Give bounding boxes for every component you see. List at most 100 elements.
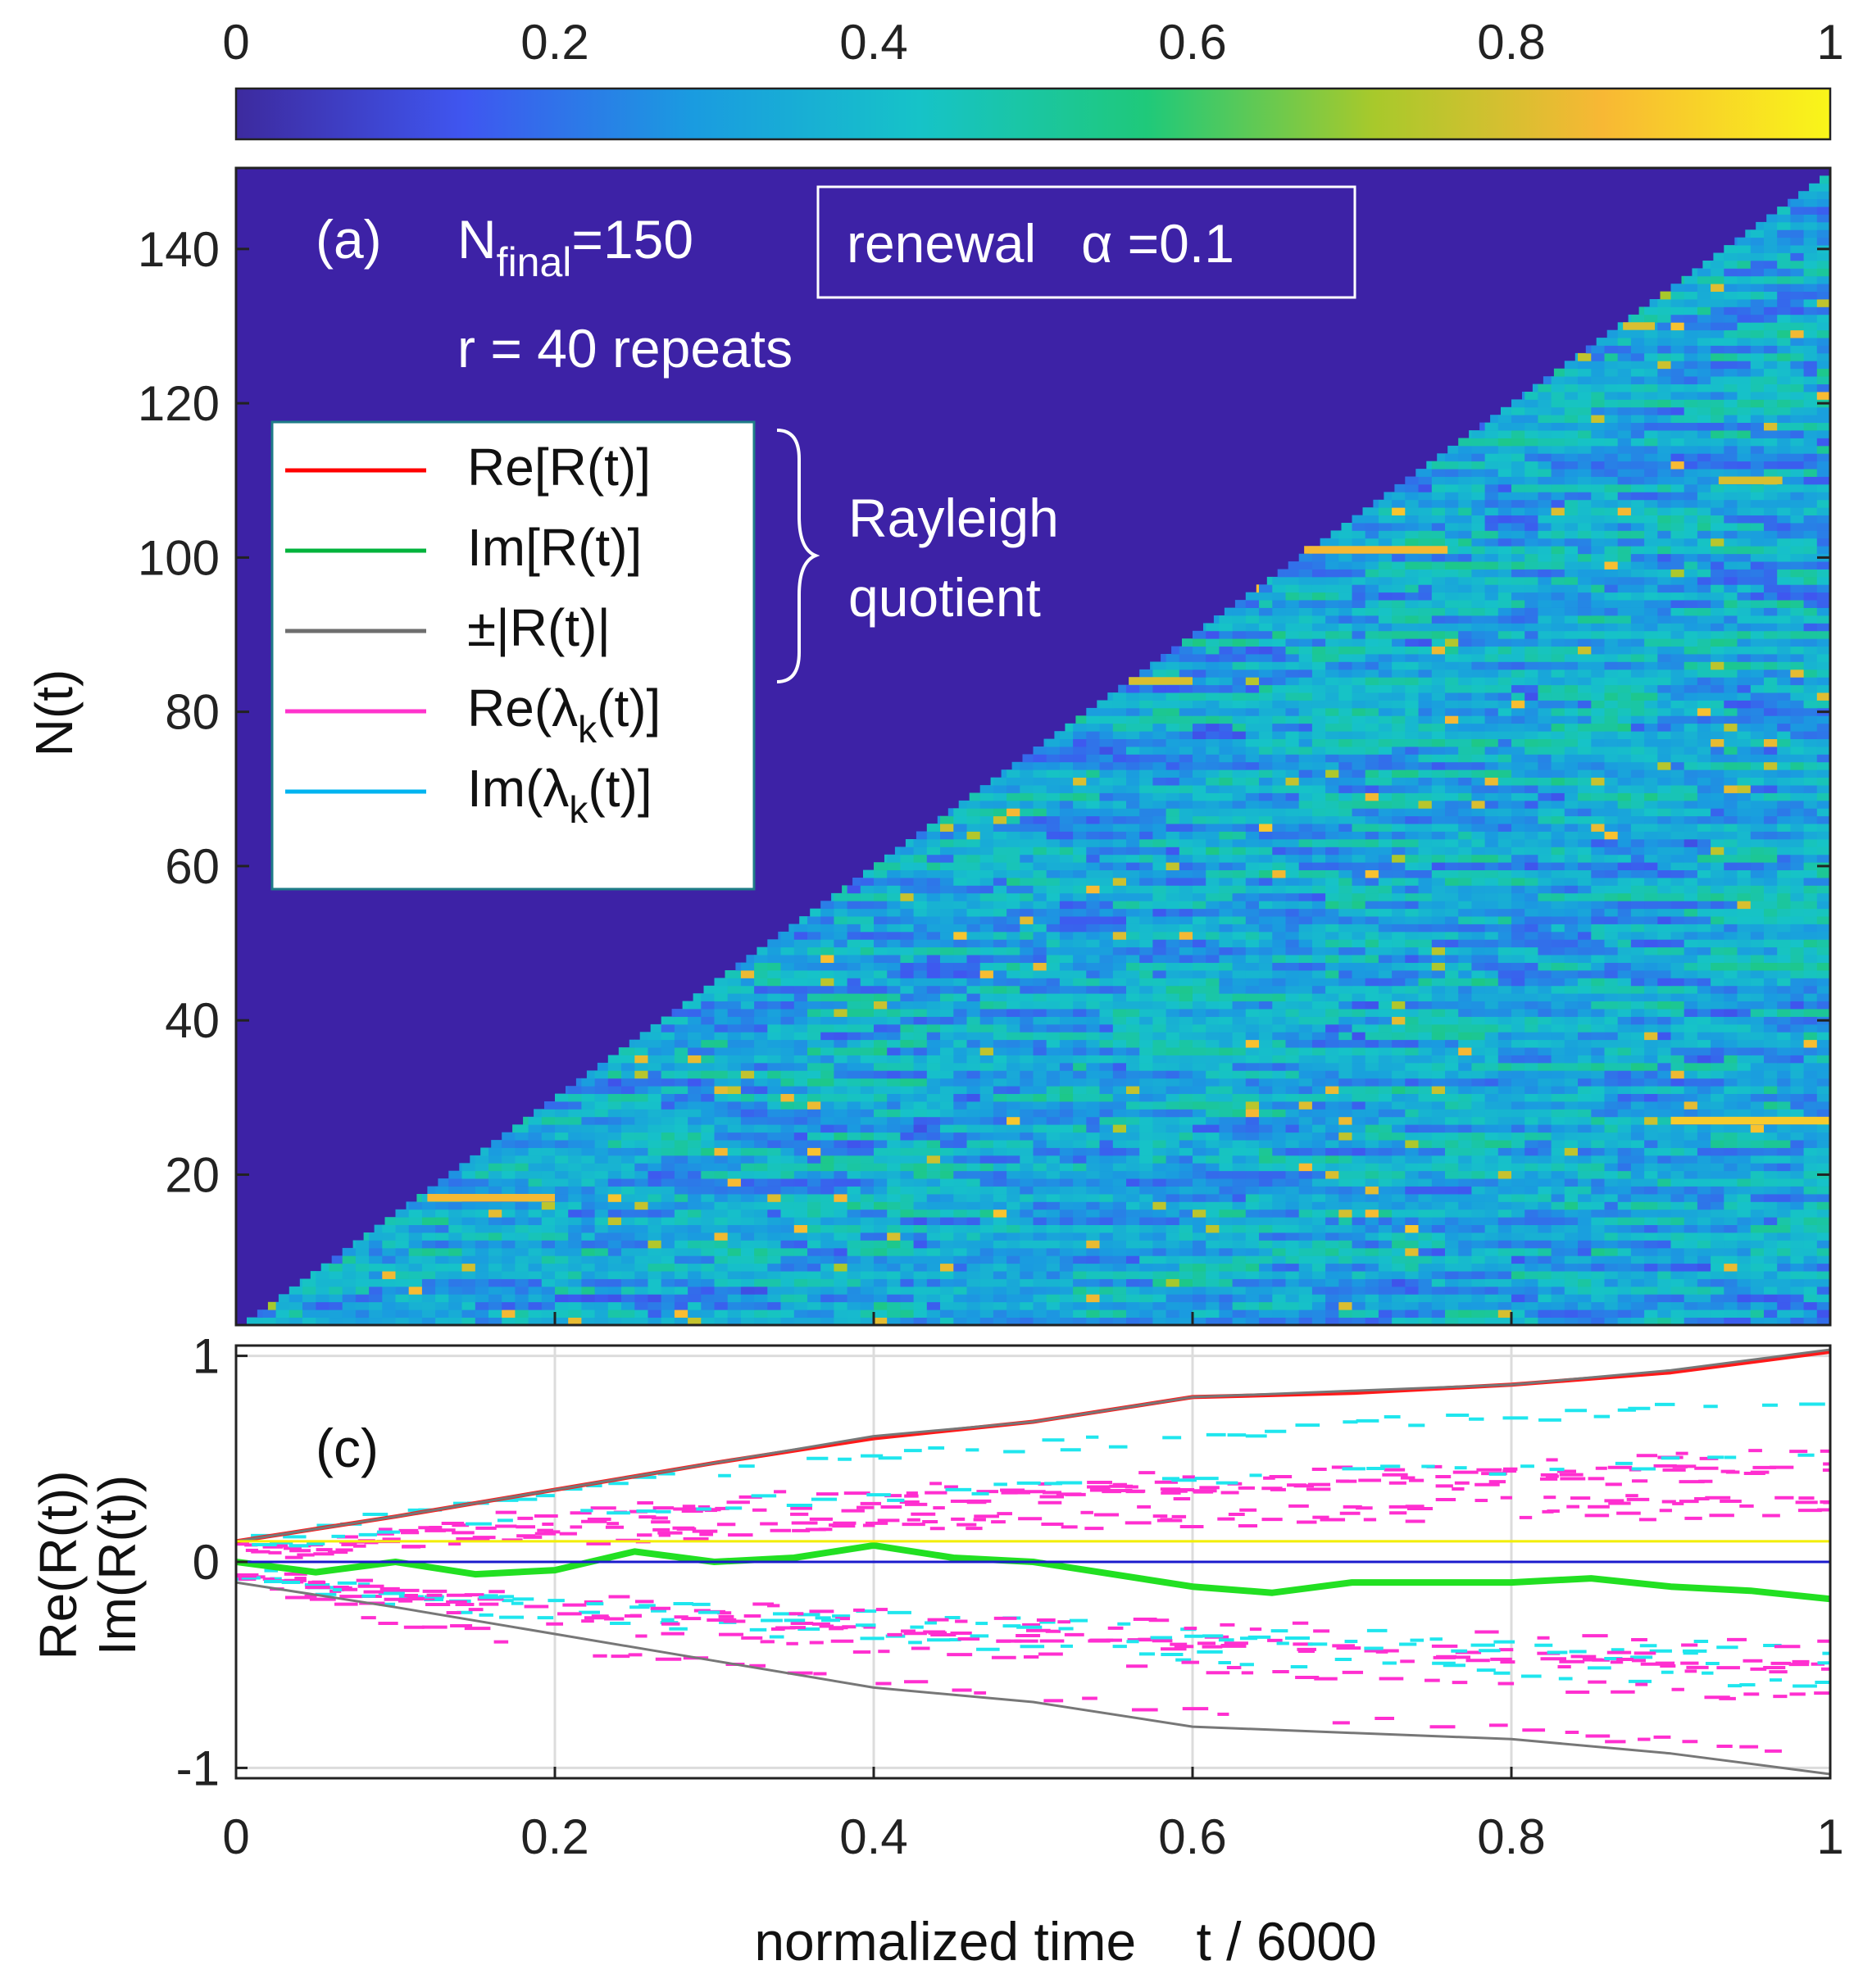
heatmap-cell xyxy=(1285,1124,1300,1133)
heatmap-cell xyxy=(1298,970,1313,978)
heatmap-cell xyxy=(1538,962,1552,971)
heatmap-cell xyxy=(1578,1093,1592,1102)
heatmap-cell xyxy=(1325,939,1339,948)
heatmap-cell xyxy=(1059,1070,1074,1079)
heatmap-cell xyxy=(1551,955,1565,964)
heatmap-cell xyxy=(1033,1209,1047,1218)
heatmap-cell xyxy=(1458,1247,1472,1256)
heatmap-cell xyxy=(461,1224,476,1233)
heatmap-cell xyxy=(1790,1170,1805,1179)
heatmap-cell xyxy=(900,1278,915,1287)
heatmap-cell xyxy=(1378,1116,1393,1125)
heatmap-cell xyxy=(299,1278,303,1287)
heatmap-cell xyxy=(634,1217,649,1226)
heatmap-cell xyxy=(1604,1186,1619,1195)
heatmap-cell xyxy=(1657,970,1672,978)
heatmap-cell xyxy=(329,1271,343,1279)
heatmap-cell xyxy=(860,1086,875,1095)
heatmap-cell xyxy=(1431,985,1446,994)
heatmap-cell xyxy=(767,1116,782,1125)
heatmap-cell xyxy=(1497,1271,1512,1279)
heatmap-cell xyxy=(1139,1032,1153,1041)
heatmap-cell xyxy=(568,1247,582,1256)
heatmap-cell xyxy=(714,1093,729,1102)
heatmap-cell xyxy=(1458,1062,1472,1071)
heatmap-cell xyxy=(940,1140,954,1148)
heatmap-cell xyxy=(780,978,795,987)
heatmap-cell xyxy=(1033,978,1047,987)
heatmap-cell xyxy=(688,1062,702,1071)
heatmap-cell xyxy=(727,1286,742,1295)
heatmap-cell xyxy=(1219,1155,1234,1164)
heatmap-cell xyxy=(528,1317,543,1325)
heatmap-cell xyxy=(1311,1271,1326,1279)
heatmap-cell xyxy=(913,1317,928,1325)
heatmap-cell xyxy=(834,1155,848,1164)
heatmap-cell xyxy=(900,1209,915,1218)
heatmap-cell xyxy=(1484,1209,1499,1218)
heatmap-cell xyxy=(1152,1070,1167,1079)
heatmap-cell xyxy=(621,1278,635,1287)
heatmap-cell xyxy=(953,1255,968,1264)
heatmap-cell xyxy=(900,946,915,955)
heatmap-cell xyxy=(966,1301,981,1310)
heatmap-cell xyxy=(847,1209,861,1218)
heatmap-cell xyxy=(515,1209,529,1218)
heatmap-cell xyxy=(887,946,901,955)
heatmap-cell xyxy=(1445,1271,1459,1279)
heatmap-cell xyxy=(1790,1201,1805,1210)
heatmap-cell xyxy=(1338,1317,1353,1325)
heatmap-cell xyxy=(1777,1263,1791,1272)
heatmap-cell xyxy=(461,1286,476,1295)
heatmap-cell xyxy=(1418,939,1433,948)
heatmap-cell xyxy=(767,1224,782,1233)
heatmap-cell xyxy=(329,1294,343,1303)
heatmap-cell xyxy=(701,1016,716,1025)
heatmap-cell xyxy=(1378,1194,1393,1202)
heatmap-cell xyxy=(581,1301,596,1310)
heatmap-cell xyxy=(1604,1224,1619,1233)
heatmap-cell xyxy=(594,1155,609,1164)
heatmap-cell xyxy=(1245,1301,1260,1310)
heatmap-cell xyxy=(1086,1116,1101,1125)
heatmap-cell xyxy=(780,993,795,1002)
heatmap-cell xyxy=(1684,1263,1698,1272)
heatmap-cell xyxy=(1511,970,1525,978)
heatmap-cell xyxy=(1724,1047,1738,1055)
heatmap-cell xyxy=(993,1201,1007,1210)
heatmap-cell xyxy=(847,1194,861,1202)
heatmap-cell xyxy=(1604,1232,1619,1241)
heatmap-cell xyxy=(1232,978,1247,987)
heatmap-cell xyxy=(555,1140,569,1148)
heatmap-cell xyxy=(1193,955,1206,964)
heatmap-cell xyxy=(1285,1093,1300,1102)
heatmap-cell xyxy=(448,1209,463,1218)
heatmap-cell xyxy=(1697,1194,1711,1202)
heatmap-cell xyxy=(1657,1024,1672,1033)
heatmap-cell xyxy=(382,1255,397,1264)
heatmap-cell xyxy=(953,1201,968,1210)
heatmap-cell xyxy=(1232,1201,1247,1210)
heatmap-cell xyxy=(1006,1093,1020,1102)
heatmap-cell xyxy=(1538,1047,1552,1055)
heatmap-cell xyxy=(461,1232,476,1241)
heatmap-cell xyxy=(1193,978,1206,987)
heatmap-cell xyxy=(1112,939,1127,948)
heatmap-cell xyxy=(1086,1278,1101,1287)
heatmap-cell xyxy=(1179,1317,1193,1325)
heatmap-cell xyxy=(382,1247,397,1256)
heatmap-cell xyxy=(331,1255,343,1264)
heatmap-cell xyxy=(1206,1201,1220,1210)
heatmap-cell xyxy=(594,1286,609,1295)
heatmap-cell xyxy=(1311,1240,1326,1249)
heatmap-cell xyxy=(1112,1186,1127,1195)
heatmap-cell xyxy=(1684,1255,1698,1264)
heatmap-cell xyxy=(1564,1247,1579,1256)
heatmap-cell xyxy=(793,1186,808,1195)
heatmap-cell xyxy=(1630,1070,1645,1079)
heatmap-cell xyxy=(688,1178,702,1187)
heatmap-cell xyxy=(780,1255,795,1264)
heatmap-cell xyxy=(1179,1278,1193,1287)
heatmap-cell xyxy=(940,1024,954,1033)
heatmap-cell xyxy=(262,1317,277,1325)
